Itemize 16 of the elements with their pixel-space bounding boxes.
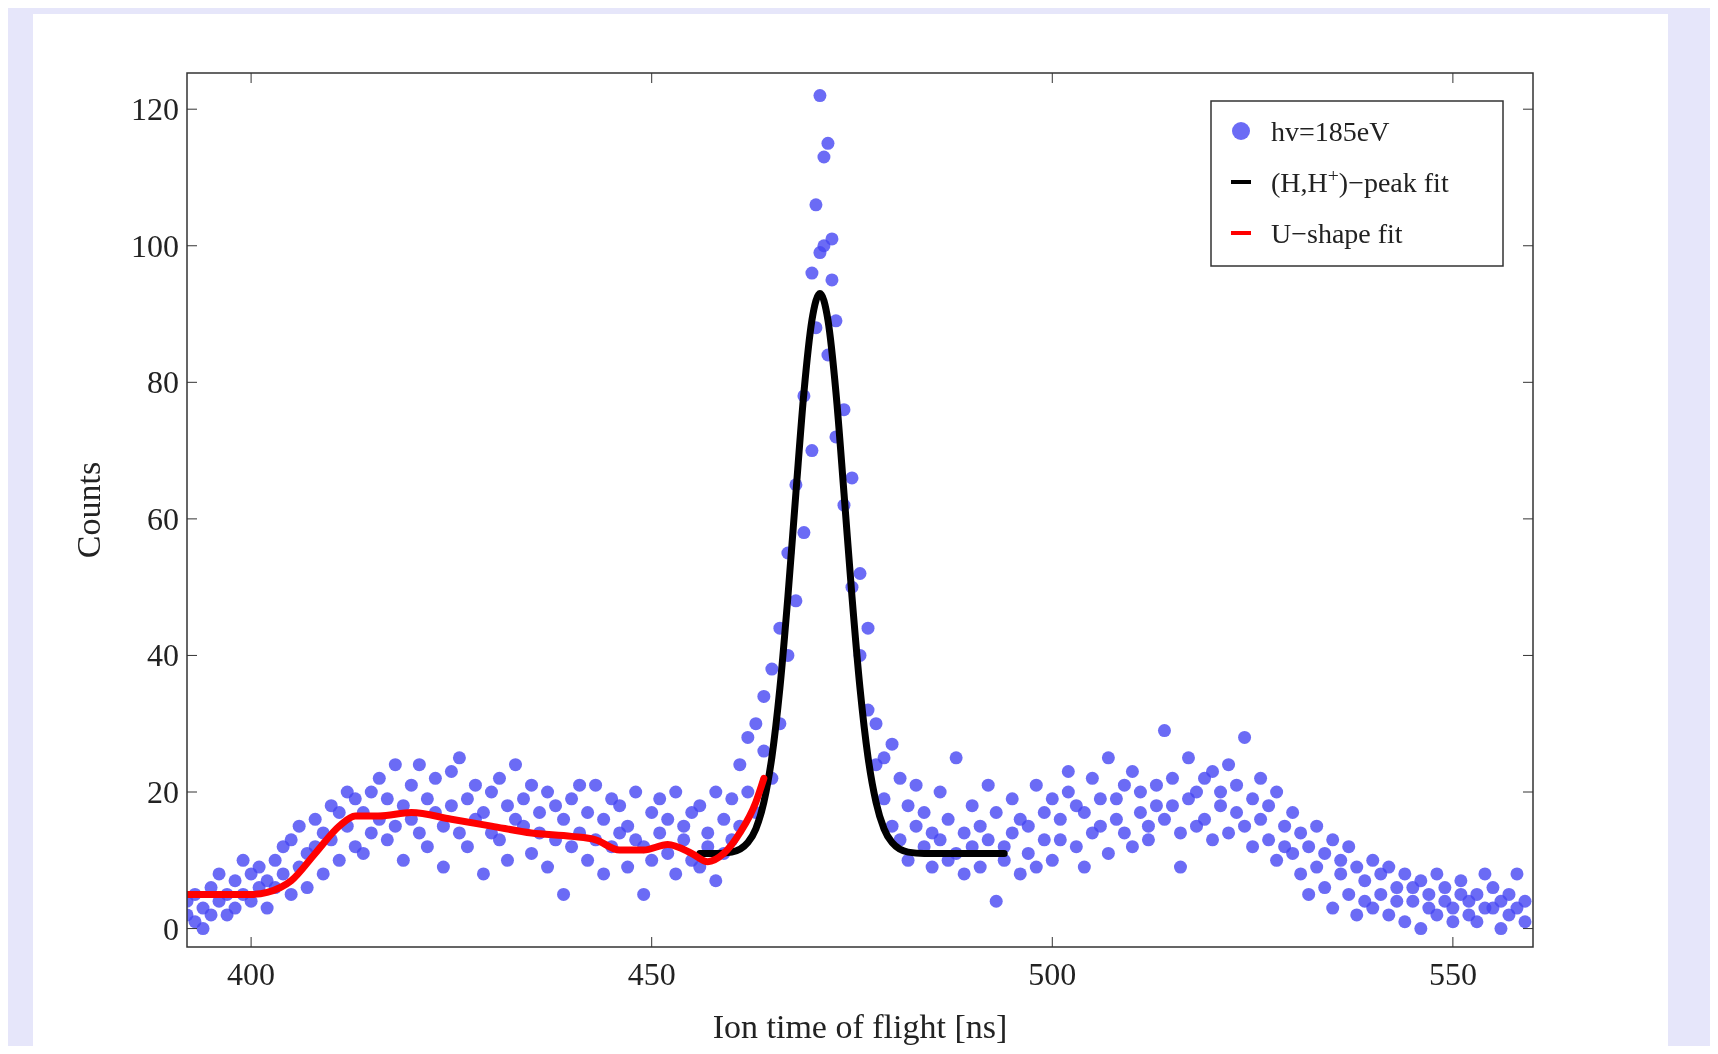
y-tick-label: 120 [131,91,179,128]
legend-label: U−shape fit [1271,218,1403,249]
x-tick-label: 450 [627,956,676,992]
legend-label: hv=185eV [1271,116,1390,147]
x-tick-label: 400 [227,956,276,992]
x-tick-label: 550 [1428,956,1477,992]
y-axis-title: Counts [70,461,107,559]
legend-label: (H,H$^{+}$)−peak fit [1271,164,1449,198]
y-tick-label: 20 [147,774,179,810]
x-axis-title: Ion time of flight [ns] [712,1008,1008,1045]
y-tick-label: 40 [147,637,179,674]
y-tick-label: 0 [163,910,179,947]
y-tick-label: 100 [131,227,179,264]
y-tick-label: 60 [147,500,179,537]
y-tick-label: 80 [147,364,179,401]
x-tick-label: 500 [1028,956,1077,992]
